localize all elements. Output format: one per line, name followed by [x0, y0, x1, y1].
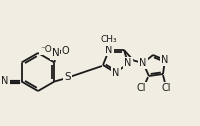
Text: N: N: [51, 49, 59, 58]
Text: N: N: [1, 76, 9, 87]
Text: N: N: [124, 58, 131, 68]
Text: N: N: [105, 45, 112, 55]
Text: S: S: [64, 72, 70, 83]
Text: Cl: Cl: [160, 83, 170, 93]
Text: N: N: [112, 68, 119, 78]
Text: N: N: [139, 58, 146, 68]
Text: O: O: [61, 45, 69, 55]
Text: ⁻O: ⁻O: [40, 45, 52, 54]
Text: Cl: Cl: [136, 83, 145, 93]
Text: N: N: [161, 55, 168, 65]
Text: CH₃: CH₃: [100, 36, 117, 44]
